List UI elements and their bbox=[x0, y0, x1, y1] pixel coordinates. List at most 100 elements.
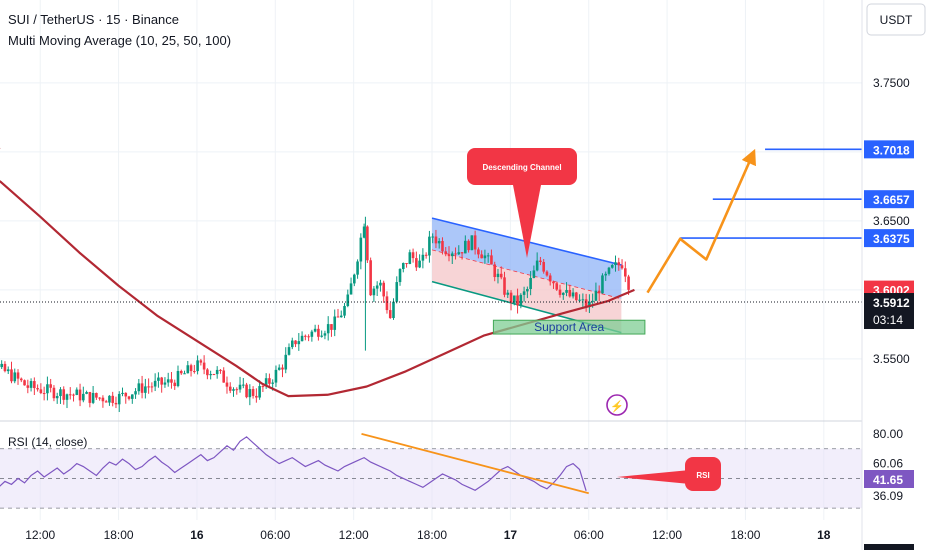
candle-body bbox=[415, 258, 418, 268]
descending-channel-label: Descending Channel bbox=[482, 163, 561, 172]
candle-body bbox=[117, 393, 121, 405]
candle-body bbox=[150, 386, 154, 388]
candle-body bbox=[33, 381, 36, 389]
rsi-pane: RSI (14, close) bbox=[0, 433, 862, 509]
candle-body bbox=[434, 236, 438, 244]
candle-body bbox=[398, 269, 402, 283]
candle-body bbox=[304, 335, 307, 337]
candle-body bbox=[157, 377, 160, 381]
currency-button[interactable]: USDT bbox=[866, 3, 926, 36]
grid bbox=[0, 0, 862, 520]
candle-body bbox=[594, 290, 598, 301]
support-area[interactable]: Support Area bbox=[492, 319, 646, 335]
candle-body bbox=[258, 386, 261, 398]
candle-body bbox=[464, 240, 467, 254]
x-tick-label: 18:00 bbox=[730, 528, 760, 542]
rsi-tick-label: 36.09 bbox=[873, 489, 903, 503]
candle-body bbox=[584, 299, 588, 308]
candle-body bbox=[209, 374, 212, 376]
candle-body bbox=[62, 389, 66, 400]
candle-body bbox=[405, 263, 408, 265]
candle-body bbox=[552, 281, 555, 284]
rsi-callout[interactable]: RSI bbox=[617, 457, 721, 491]
candle-body bbox=[179, 371, 183, 374]
candle-body bbox=[264, 378, 268, 387]
candle-body bbox=[424, 254, 428, 256]
candle-body bbox=[290, 340, 294, 348]
bar-countdown: 03:14 bbox=[873, 313, 903, 327]
level-price-value: 3.6375 bbox=[873, 232, 910, 246]
candle-body bbox=[561, 292, 565, 295]
candle-body bbox=[10, 369, 13, 382]
candle-body bbox=[437, 241, 441, 244]
candle-body bbox=[339, 315, 343, 318]
candle-body bbox=[330, 324, 333, 330]
rsi-tick-label: 60.06 bbox=[873, 456, 903, 470]
candle-body bbox=[173, 382, 177, 387]
last-price-tag bbox=[864, 293, 914, 330]
candle-body bbox=[597, 290, 601, 294]
candle-body bbox=[473, 235, 477, 250]
candle-body bbox=[575, 292, 578, 301]
candle-body bbox=[333, 316, 337, 330]
candle-body bbox=[13, 372, 17, 382]
candle-body bbox=[607, 267, 611, 274]
candle-body bbox=[565, 290, 568, 293]
x-tick-label: 12:00 bbox=[652, 528, 682, 542]
candle-body bbox=[356, 261, 359, 275]
candle-body bbox=[571, 292, 575, 297]
candle-body bbox=[382, 282, 385, 297]
candle-body bbox=[3, 363, 7, 372]
candle-body bbox=[297, 341, 301, 345]
candle-body bbox=[160, 377, 163, 385]
candle-body bbox=[353, 274, 356, 284]
candle-body bbox=[516, 295, 519, 306]
candle-body bbox=[127, 396, 131, 399]
x-tick-label: 18:00 bbox=[104, 528, 134, 542]
candle-body bbox=[104, 401, 108, 403]
candle-body bbox=[242, 384, 245, 386]
candle-body bbox=[287, 347, 291, 355]
candle-body bbox=[369, 260, 372, 296]
candle-body bbox=[261, 386, 265, 388]
candle-body bbox=[49, 384, 52, 388]
candle-body bbox=[228, 386, 232, 391]
candle-body bbox=[509, 292, 513, 303]
x-tick-label: 06:00 bbox=[574, 528, 604, 542]
candle-body bbox=[78, 389, 82, 401]
candle-body bbox=[88, 392, 92, 403]
candle-body bbox=[388, 310, 392, 319]
candle-body bbox=[52, 387, 56, 399]
candle-body bbox=[379, 282, 382, 286]
symbol-title[interactable]: SUI / TetherUS · 15 · Binance bbox=[8, 12, 179, 27]
candle-body bbox=[526, 289, 529, 292]
y-tick-label: 3.5500 bbox=[873, 352, 910, 366]
candle-body bbox=[248, 389, 252, 398]
candle-body bbox=[183, 373, 186, 375]
candle-body bbox=[366, 226, 369, 261]
candle-body bbox=[467, 240, 470, 251]
candle-body bbox=[346, 294, 350, 307]
candle-body bbox=[343, 306, 346, 316]
level-price-value: 3.7018 bbox=[873, 143, 910, 157]
indicator-legend[interactable]: Multi Moving Average (10, 25, 50, 100) bbox=[8, 33, 231, 48]
candle-body bbox=[153, 380, 157, 387]
candle-body bbox=[65, 394, 69, 400]
rsi-value-label: 41.65 bbox=[873, 473, 903, 487]
descending-channel-callout[interactable]: Descending Channel bbox=[467, 148, 577, 258]
x-tick-label: 17 bbox=[504, 528, 518, 542]
candle-body bbox=[202, 362, 206, 370]
candle-body bbox=[91, 392, 95, 403]
projection-arrow bbox=[646, 148, 756, 294]
candle-body bbox=[68, 394, 72, 396]
candle-body bbox=[85, 392, 88, 394]
candle-body bbox=[480, 254, 483, 259]
rsi-legend[interactable]: RSI (14, close) bbox=[8, 435, 87, 449]
candle-body bbox=[532, 270, 536, 278]
candle-body bbox=[506, 292, 510, 295]
candle-body bbox=[274, 369, 278, 383]
candle-body bbox=[320, 335, 323, 337]
lightning-icon[interactable]: ⚡ bbox=[606, 394, 628, 416]
